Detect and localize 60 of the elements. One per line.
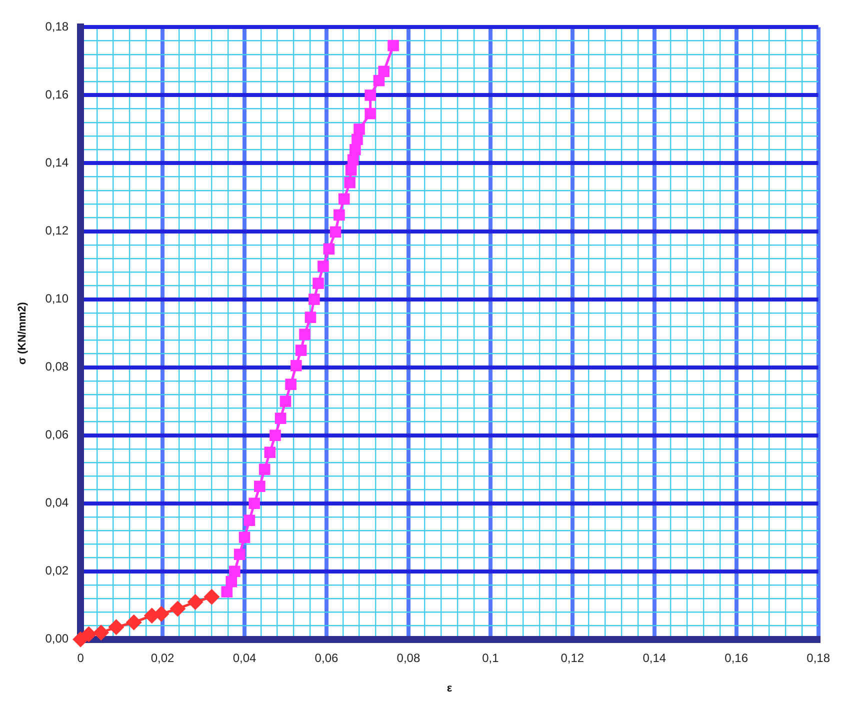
point [226, 576, 238, 588]
point [229, 566, 240, 578]
point [338, 193, 350, 205]
x-axis-title: ε [446, 682, 453, 694]
x-tick-label: 0,16 [724, 650, 748, 665]
x-tick-label: 0,18 [806, 650, 830, 665]
x-tick-label: 0,04 [232, 650, 257, 665]
point [254, 480, 266, 492]
point [126, 614, 142, 630]
point [170, 600, 186, 617]
x-tick-label: 0,08 [396, 650, 420, 665]
point [388, 40, 399, 52]
point [312, 278, 324, 289]
point [295, 344, 307, 356]
y-tick-label: 0,18 [45, 20, 69, 34]
point [280, 396, 292, 407]
point [364, 108, 376, 120]
point [238, 532, 250, 544]
x-tick-label: 0,12 [560, 650, 584, 665]
point [270, 430, 281, 441]
y-tick-label: 0,10 [45, 292, 69, 306]
point [274, 412, 286, 424]
y-tick-label: 0,00 [45, 632, 69, 646]
y-tick-label: 0,12 [45, 224, 69, 238]
x-tick-label: 0 [77, 650, 84, 665]
y-tick-label: 0,14 [45, 156, 69, 170]
point [290, 360, 302, 372]
point [264, 446, 276, 458]
point [244, 514, 256, 526]
point [285, 378, 296, 390]
x-tick-label: 0,14 [642, 650, 666, 665]
y-tick-label: 0,06 [45, 428, 69, 442]
point [378, 66, 390, 78]
point [187, 594, 204, 610]
point [308, 294, 320, 305]
y-axis-title: σ (KN/mm2) [16, 302, 29, 365]
point [299, 328, 310, 340]
point [334, 209, 345, 221]
y-tick-label: 0,04 [45, 496, 69, 510]
point [234, 548, 246, 560]
x-tick-label: 0,06 [314, 650, 338, 665]
point [364, 90, 376, 101]
point [323, 243, 335, 255]
point [350, 144, 361, 156]
point [204, 588, 220, 605]
point [108, 619, 124, 636]
y-tick-label: 0,02 [45, 564, 69, 578]
point [344, 176, 356, 188]
point [304, 312, 316, 323]
point [248, 498, 260, 510]
point [221, 586, 233, 598]
point [318, 260, 329, 272]
y-tick-label: 0,16 [45, 88, 69, 102]
point [330, 226, 342, 238]
point [352, 134, 363, 146]
x-tick-label: 0,02 [150, 650, 175, 665]
x-tick-label: 0,1 [482, 650, 500, 665]
y-tick-label: 0,08 [45, 360, 69, 374]
point [258, 464, 270, 475]
point [354, 124, 365, 135]
